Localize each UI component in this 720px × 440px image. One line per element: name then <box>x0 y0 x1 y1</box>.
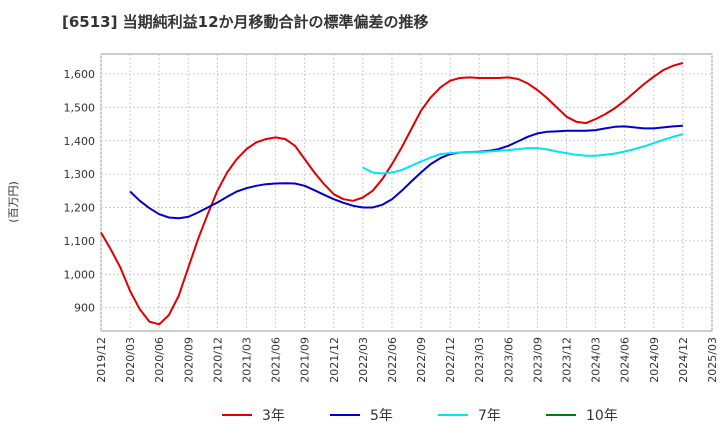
x-tick-label: 2024/12 <box>677 337 690 383</box>
x-tick-label: 2023/09 <box>531 337 544 383</box>
x-tick-label: 2021/06 <box>270 337 283 383</box>
x-tick-label: 2021/12 <box>328 337 341 383</box>
legend-label: 10年 <box>586 408 618 424</box>
x-tick-label: 2020/09 <box>182 337 195 383</box>
y-axis-ticks: 900 1,000 1,100 1,200 1,300 1,400 1,500 1,600 <box>64 68 96 315</box>
x-tick-label: 2020/12 <box>211 337 224 383</box>
x-tick-label: 2022/12 <box>444 337 457 383</box>
grid-layer <box>100 54 713 331</box>
legend-label: 3年 <box>262 408 285 424</box>
series-line-7年 <box>362 133 684 175</box>
x-tick-label: 2022/06 <box>386 337 399 383</box>
y-tick-label: 1,600 <box>64 68 96 81</box>
legend-label: 5年 <box>370 408 393 424</box>
x-tick-label: 2025/03 <box>706 337 719 383</box>
chart-title: [6513] 当期純利益12か月移動合計の標準偏差の推移 <box>62 13 429 31</box>
plot-area <box>100 53 713 332</box>
y-tick-label: 1,100 <box>64 235 96 248</box>
x-tick-label: 2019/12 <box>95 337 108 383</box>
y-tick-label: 1,300 <box>64 168 96 181</box>
x-tick-label: 2023/12 <box>561 337 574 383</box>
legend-label: 7年 <box>478 408 501 424</box>
plot-frame <box>100 53 713 332</box>
x-tick-label: 2021/03 <box>240 337 253 383</box>
x-tick-label: 2024/03 <box>590 337 603 383</box>
x-tick-label: 2023/06 <box>502 337 515 383</box>
series-layer <box>100 62 684 326</box>
y-axis-label: (百万円) <box>7 181 20 223</box>
x-axis-ticks: 2019/12 2020/03 2020/06 2020/09 2020/12 2021/… <box>95 337 719 383</box>
x-tick-label: 2022/03 <box>357 337 370 383</box>
x-tick-label: 2023/03 <box>473 337 486 383</box>
series-line-3年 <box>100 62 684 326</box>
y-tick-label: 1,400 <box>64 135 96 148</box>
x-tick-label: 2024/06 <box>619 337 632 383</box>
y-tick-label: 900 <box>74 302 95 315</box>
x-tick-label: 2022/09 <box>415 337 428 383</box>
y-tick-label: 1,000 <box>64 268 96 281</box>
x-tick-label: 2020/03 <box>124 337 137 383</box>
legend: 3年 5年 7年 10年 <box>222 408 618 424</box>
y-tick-label: 1,200 <box>64 202 96 215</box>
x-tick-label: 2021/09 <box>299 337 312 383</box>
x-tick-label: 2024/09 <box>648 337 661 383</box>
x-tick-label: 2020/06 <box>153 337 166 383</box>
y-tick-label: 1,500 <box>64 101 96 114</box>
series-line-5年 <box>129 124 683 220</box>
